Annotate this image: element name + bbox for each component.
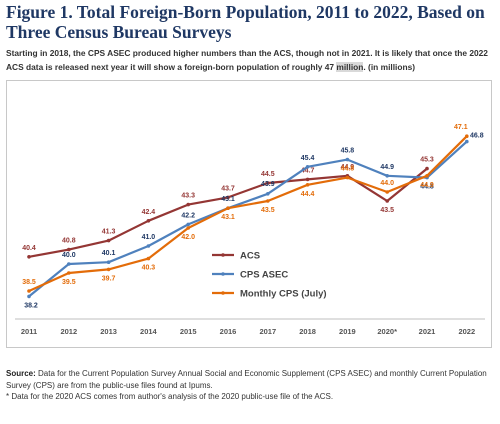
chart-area: 2011 2012 2013 2014 2015 2016 2017 2018 2019 2020…: [6, 80, 492, 348]
data-label: 43.7: [221, 185, 235, 192]
data-label: 44.8: [420, 184, 434, 191]
x-tick-label: 2014: [140, 327, 158, 336]
data-label: 40.3: [142, 265, 156, 272]
data-point: [266, 192, 270, 196]
data-point: [465, 139, 469, 144]
x-tick-label: 2019: [339, 327, 356, 336]
x-tick-label: 2017: [259, 327, 276, 336]
subtitle-text-end: . (in millions): [363, 62, 416, 72]
data-label: 44.0: [380, 180, 394, 187]
source-note: Source: Data for the Current Population …: [6, 368, 494, 403]
data-point: [266, 181, 270, 185]
data-point: [465, 134, 469, 138]
data-label: 43.3: [181, 193, 195, 200]
series-line: [28, 140, 468, 298]
data-point: [146, 244, 151, 248]
data-point: [106, 267, 111, 272]
x-tick-label: 2022: [458, 327, 475, 336]
data-point: [146, 219, 151, 223]
data-point: [345, 157, 350, 162]
source-text: Data for the Current Population Survey A…: [6, 369, 487, 390]
data-label: 39.5: [62, 279, 76, 286]
data-label: 42.2: [181, 212, 195, 219]
figure-title: Figure 1. Total Foreign-Born Population,…: [6, 2, 485, 42]
data-label: 40.8: [62, 238, 76, 245]
data-label: 38.2: [24, 302, 38, 309]
legend-label: CPS ASEC: [240, 270, 288, 281]
legend-label: ACS: [240, 251, 260, 262]
data-label: 45.3: [420, 157, 434, 164]
data-point: [106, 238, 111, 243]
data-label: 38.5: [22, 279, 36, 286]
data-point: [67, 247, 71, 252]
data-point: [186, 222, 190, 227]
footnote: * Data for the 2020 ACS comes from autho…: [6, 392, 334, 401]
data-label: 40.4: [22, 245, 36, 252]
legend-marker: [221, 272, 225, 276]
data-label: 41.3: [102, 229, 116, 236]
figure-subtitle: Starting in 2018, the CPS ASEC produced …: [6, 46, 494, 74]
data-point: [67, 262, 71, 266]
series-line: [28, 135, 468, 293]
series-line: [28, 167, 428, 258]
data-label: 46.8: [470, 133, 484, 140]
data-label: 44.5: [261, 171, 275, 178]
data-point: [345, 175, 350, 180]
subtitle-text: Starting in 2018, the CPS ASEC produced …: [6, 48, 488, 72]
data-point: [146, 256, 151, 261]
data-point: [385, 174, 390, 178]
data-label: 40.1: [102, 250, 116, 257]
data-label: 44.4: [301, 191, 315, 198]
data-label: 43.5: [261, 207, 275, 214]
x-tick-label: 2012: [60, 327, 77, 336]
x-tick-label: 2015: [180, 327, 197, 336]
legend-marker: [221, 291, 225, 295]
data-label: 47.1: [454, 124, 468, 131]
data-point: [305, 165, 310, 169]
data-point: [305, 183, 310, 187]
x-tick-label: 2020*: [377, 327, 397, 336]
data-point: [305, 177, 310, 182]
data-label: 45.4: [301, 155, 315, 162]
data-point: [266, 199, 270, 203]
data-label: 44.9: [380, 164, 394, 171]
x-tick-label: 2011: [21, 327, 37, 336]
data-label: 42.4: [142, 209, 156, 216]
data-label: 44.8: [341, 166, 355, 173]
data-point: [27, 294, 31, 299]
x-tick-label: 2013: [100, 327, 117, 336]
data-point: [186, 226, 190, 230]
data-label: 43.9: [261, 181, 275, 188]
data-label: 43.5: [380, 207, 394, 214]
data-label: 41.0: [142, 234, 156, 241]
data-label: 44.7: [301, 167, 315, 174]
data-label: 44.9: [420, 182, 434, 189]
x-tick-label: 2021: [419, 327, 436, 336]
data-point: [385, 190, 390, 194]
source-label: Source:: [6, 369, 36, 378]
data-point: [27, 255, 31, 259]
data-point: [67, 271, 71, 275]
data-point: [226, 195, 230, 200]
data-label: 45.8: [341, 148, 355, 155]
data-point: [27, 289, 31, 293]
legend-label: Monthly CPS (July): [240, 289, 327, 300]
x-tick-label: 2016: [220, 327, 237, 336]
subtitle-highlight: million: [336, 62, 364, 72]
line-chart: 2011 2012 2013 2014 2015 2016 2017 2018 2019 2020…: [15, 124, 485, 336]
data-point: [425, 166, 429, 171]
data-point: [226, 206, 230, 210]
data-point: [425, 174, 429, 178]
data-label: 43.1: [221, 196, 235, 203]
data-label: 39.7: [102, 275, 116, 282]
data-label: 44.9: [341, 164, 355, 171]
data-label: 43.1: [221, 214, 235, 221]
data-point: [186, 202, 190, 207]
data-point: [385, 199, 390, 203]
data-point: [106, 260, 111, 264]
data-label: 40.0: [62, 252, 76, 259]
data-label: 42.0: [181, 234, 195, 241]
x-tick-label: 2018: [299, 327, 316, 336]
legend-marker: [221, 253, 225, 257]
